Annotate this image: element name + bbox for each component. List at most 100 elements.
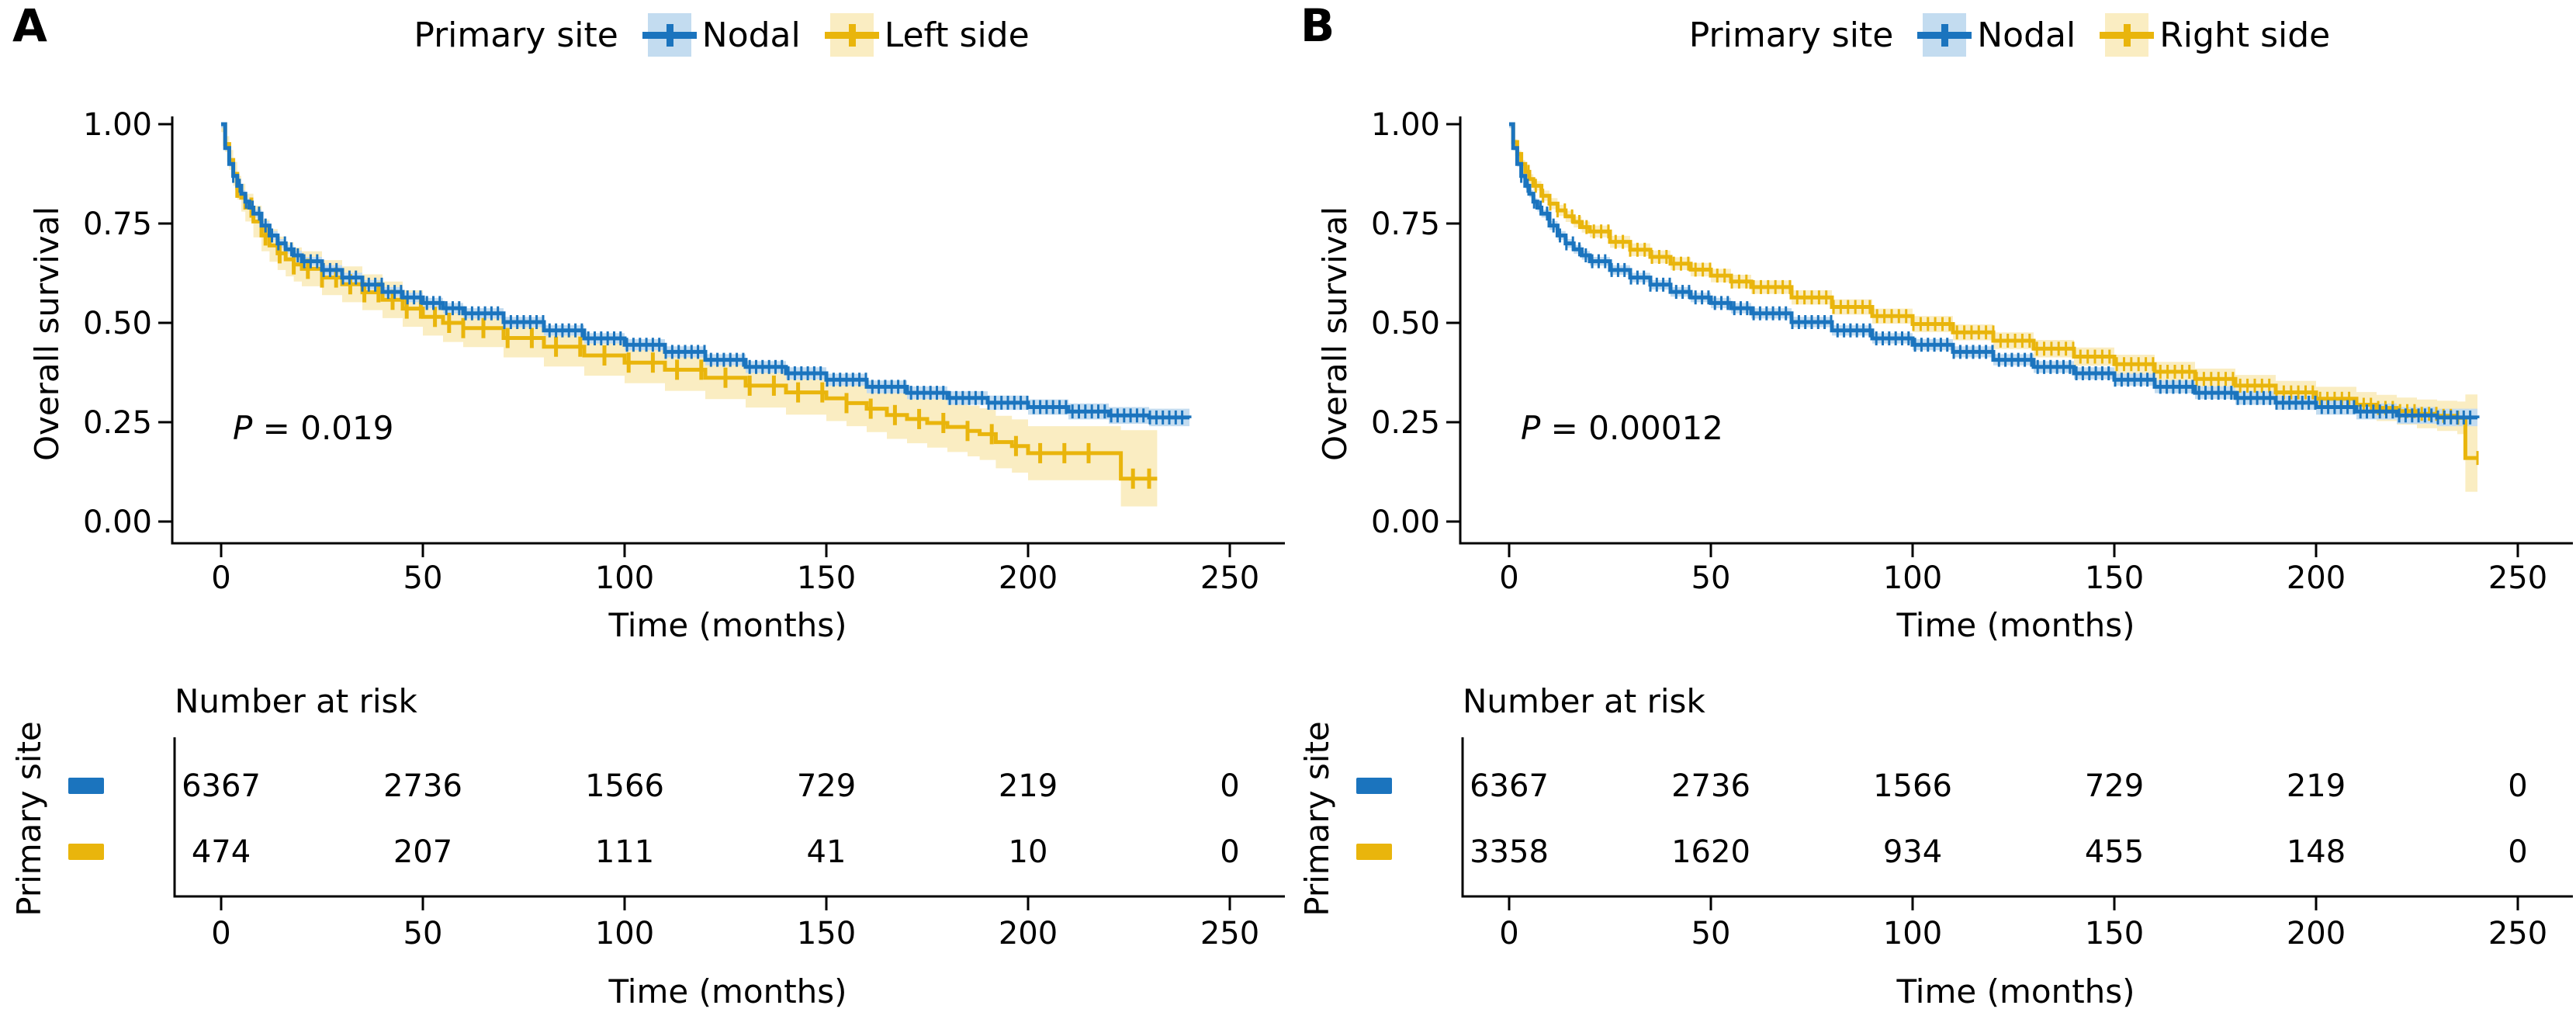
risk-row-swatch-right-side [1356, 844, 1392, 860]
left-side-key-icon [824, 13, 879, 57]
legend-key-nodal: Nodal [642, 13, 801, 57]
km-curve-nodal [1509, 122, 2480, 420]
x-axis-title: Time (months) [608, 606, 847, 644]
legend-label-nodal: Nodal [701, 15, 801, 55]
risk-x-tick-label: 150 [797, 916, 856, 952]
legend-key-left-side: Left side [824, 13, 1030, 57]
risk-value-left-side: 111 [595, 834, 654, 870]
legend-label-right-side: Right side [2159, 15, 2331, 55]
y-tick-label: 0.75 [83, 206, 152, 242]
risk-x-tick-label: 200 [2287, 916, 2346, 952]
risk-x-tick-label: 0 [211, 916, 230, 952]
risk-table-y-label: Primary site [10, 721, 48, 917]
risk-x-axis-title: Time (months) [608, 972, 847, 1010]
ci-band-nodal [1509, 124, 2477, 428]
risk-x-axis-title: Time (months) [1896, 972, 2135, 1010]
panel-a: A Primary site Nodal Left side 0.00 0.25 0… [10, 0, 1285, 1010]
risk-x-tick-label: 250 [2488, 916, 2547, 952]
legend-key-right-side: Right side [2100, 13, 2331, 57]
y-tick-label: 0.00 [1371, 504, 1440, 540]
x-tick-label: 0 [1499, 560, 1518, 596]
right-side-key-icon [2100, 13, 2155, 57]
risk-value-right-side: 0 [2508, 834, 2527, 870]
y-tick-label: 0.00 [83, 504, 152, 540]
risk-x-tick-label: 100 [595, 916, 654, 952]
risk-x-tick-label: 200 [999, 916, 1058, 952]
risk-x-tick-label: 50 [1691, 916, 1731, 952]
y-tick-label: 0.25 [83, 405, 152, 441]
legend-title: Primary site [1688, 15, 1894, 55]
risk-value-nodal: 0 [1220, 768, 1239, 804]
risk-value-left-side: 207 [393, 834, 452, 870]
risk-value-nodal: 6367 [1470, 768, 1549, 804]
panel-a-label: A [12, 0, 47, 52]
risk-value-nodal: 1566 [585, 768, 664, 804]
y-axis-title: Overall survival [28, 206, 66, 461]
y-tick-label: 0.50 [83, 306, 152, 341]
risk-table-title: Number at risk [1463, 682, 1705, 720]
x-tick-label: 250 [1200, 560, 1259, 596]
legend: Primary site Nodal Left side [163, 9, 1280, 61]
legend: Primary site Nodal Right side [1451, 9, 2568, 61]
panel-b: B Primary site Nodal Right side 0.00 0.25… [1288, 0, 2576, 1033]
x-tick-label: 250 [2488, 560, 2547, 596]
risk-row-swatch-nodal [68, 778, 104, 794]
y-tick-label: 0.75 [1371, 206, 1440, 242]
risk-value-nodal: 2736 [1671, 768, 1750, 804]
risk-value-nodal: 729 [797, 768, 856, 804]
legend-title: Primary site [414, 15, 618, 55]
x-axis-title: Time (months) [1896, 606, 2135, 644]
risk-value-nodal: 6367 [182, 768, 261, 804]
risk-row-swatch-nodal [1356, 778, 1392, 794]
y-tick-label: 1.00 [83, 107, 152, 143]
risk-x-tick-label: 150 [2085, 916, 2144, 952]
risk-value-left-side: 474 [192, 834, 251, 870]
x-tick-label: 100 [1883, 560, 1942, 596]
x-tick-label: 50 [403, 560, 443, 596]
x-tick-label: 50 [1691, 560, 1731, 596]
risk-value-right-side: 1620 [1671, 834, 1750, 870]
x-tick-label: 0 [211, 560, 230, 596]
risk-row-swatch-left-side [68, 844, 104, 860]
y-tick-label: 1.00 [1371, 107, 1440, 143]
km-plot-b: 0.00 0.25 0.50 0.75 1.00 0 50 100 150 200 250 0 50 10… [1298, 107, 2573, 1010]
risk-table-title: Number at risk [175, 682, 417, 720]
nodal-key-icon [1917, 13, 1972, 57]
km-curve-nodal [221, 122, 1192, 420]
panel-b-label: B [1300, 0, 1335, 52]
legend-label-nodal: Nodal [1977, 15, 2076, 55]
risk-value-right-side: 934 [1883, 834, 1942, 870]
risk-value-nodal: 2736 [383, 768, 462, 804]
risk-x-tick-label: 50 [403, 916, 443, 952]
risk-table-y-label: Primary site [1298, 721, 1336, 917]
risk-value-left-side: 0 [1220, 834, 1239, 870]
risk-value-left-side: 41 [807, 834, 847, 870]
y-axis-title: Overall survival [1316, 206, 1354, 461]
legend-key-nodal: Nodal [1917, 13, 2076, 57]
y-tick-label: 0.50 [1371, 306, 1440, 341]
risk-value-right-side: 455 [2085, 834, 2144, 870]
x-tick-label: 100 [595, 560, 654, 596]
ci-band-left-side [221, 124, 1158, 507]
p-value: P = 0.00012 [1521, 409, 1723, 447]
x-tick-label: 150 [797, 560, 856, 596]
risk-value-nodal: 219 [999, 768, 1058, 804]
x-tick-label: 150 [2085, 560, 2144, 596]
risk-x-tick-label: 250 [1200, 916, 1259, 952]
risk-value-nodal: 219 [2287, 768, 2346, 804]
risk-value-right-side: 148 [2287, 834, 2346, 870]
risk-value-nodal: 729 [2085, 768, 2144, 804]
nodal-key-icon [642, 13, 697, 57]
x-tick-label: 200 [999, 560, 1058, 596]
risk-x-tick-label: 0 [1499, 916, 1518, 952]
risk-value-nodal: 0 [2508, 768, 2527, 804]
p-value: P = 0.019 [233, 409, 393, 447]
x-tick-label: 200 [2287, 560, 2346, 596]
y-tick-label: 0.25 [1371, 405, 1440, 441]
km-plot-a: 0.00 0.25 0.50 0.75 1.00 0 50 100 150 200 250 0 50 10… [10, 107, 1285, 1010]
risk-value-nodal: 1566 [1873, 768, 1952, 804]
risk-value-right-side: 3358 [1470, 834, 1549, 870]
legend-label-left-side: Left side [884, 15, 1030, 55]
risk-x-tick-label: 100 [1883, 916, 1942, 952]
